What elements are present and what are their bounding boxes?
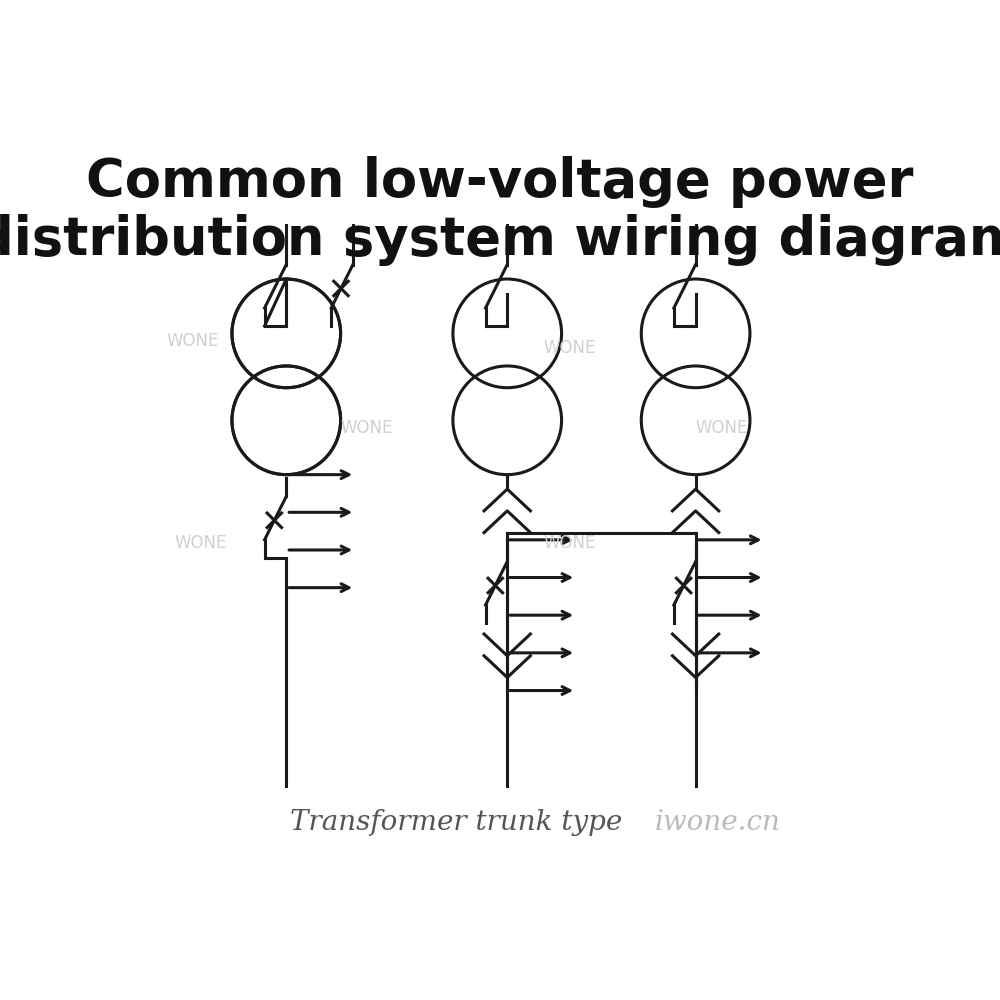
Text: WONE: WONE xyxy=(341,419,393,437)
Text: iwone.cn: iwone.cn xyxy=(654,809,780,836)
Text: Transformer trunk type: Transformer trunk type xyxy=(290,809,623,836)
Text: WONE: WONE xyxy=(174,534,226,552)
Text: WONE: WONE xyxy=(543,534,596,552)
Text: WONE: WONE xyxy=(543,339,596,357)
Text: Common low-voltage power
distribution system wiring diagram: Common low-voltage power distribution sy… xyxy=(0,156,1000,266)
Text: WONE: WONE xyxy=(167,332,219,350)
Text: WONE: WONE xyxy=(696,419,748,437)
